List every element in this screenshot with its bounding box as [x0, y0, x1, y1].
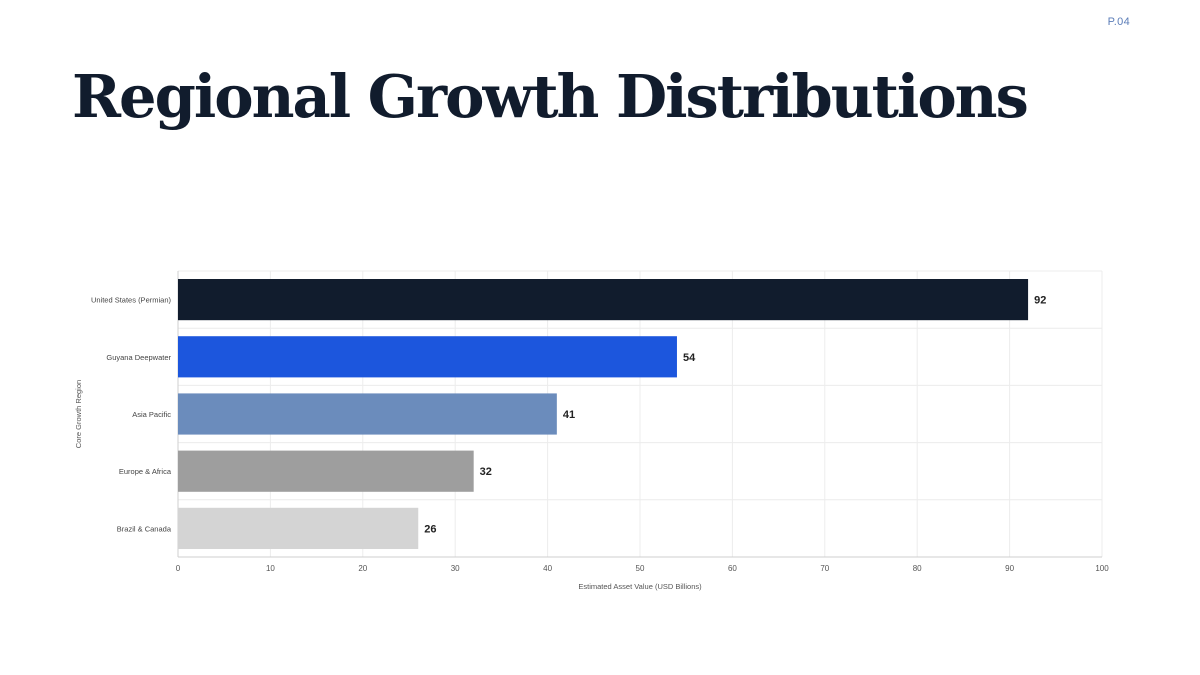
page-number: P.04 [1107, 16, 1130, 28]
x-tick-label: 80 [913, 564, 922, 573]
x-axis-title: Estimated Asset Value (USD Billions) [578, 582, 702, 591]
chart-labels: 0 10 20 30 40 50 60 70 80 90 100 United States (Per… [91, 295, 1109, 573]
y-tick-label: United States (Permian) [91, 296, 172, 305]
x-tick-label: 90 [1005, 564, 1014, 573]
x-tick-label: 60 [728, 564, 737, 573]
x-tick-label: 100 [1095, 564, 1109, 573]
x-tick-label: 20 [358, 564, 367, 573]
page-title: Regional Growth Distributions [72, 62, 1029, 131]
data-label: 92 [1034, 295, 1046, 307]
x-tick-label: 10 [266, 564, 275, 573]
data-label: 32 [480, 466, 492, 478]
y-tick-label: Europe & Africa [119, 467, 172, 476]
data-label: 41 [563, 409, 575, 421]
bar [178, 279, 1029, 321]
x-tick-label: 70 [820, 564, 829, 573]
x-tick-label: 40 [543, 564, 552, 573]
y-axis-title: Core Growth Region [74, 380, 83, 448]
y-tick-label: Asia Pacific [132, 410, 171, 419]
bar [178, 336, 677, 378]
data-label: 26 [424, 523, 436, 535]
x-tick-label: 30 [451, 564, 460, 573]
y-tick-label: Guyana Deepwater [106, 353, 171, 362]
chart-bars [178, 279, 1029, 549]
bar [178, 450, 474, 492]
bar [178, 507, 419, 549]
bar [178, 393, 557, 435]
data-label: 54 [683, 352, 696, 364]
x-tick-label: 0 [176, 564, 181, 573]
y-tick-label: Brazil & Canada [117, 524, 172, 533]
x-tick-label: 50 [636, 564, 645, 573]
